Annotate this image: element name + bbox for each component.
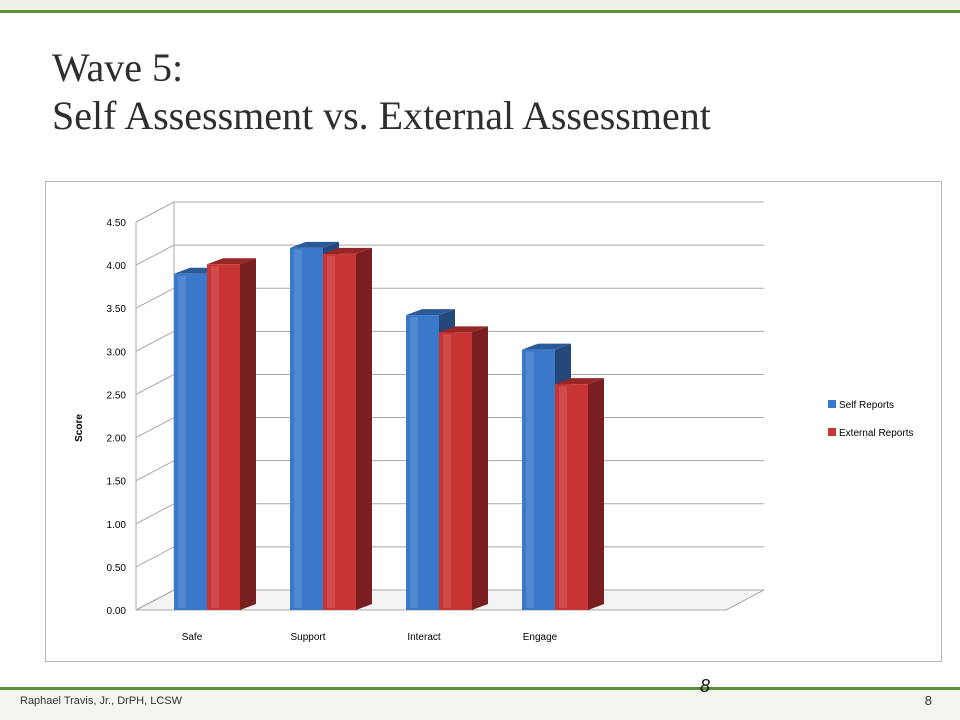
- y-tick-label: 2.00: [107, 434, 127, 445]
- chart-legend: Self Reports External Reports: [828, 400, 913, 439]
- x-tick-labels: Safe Support Interact Engage: [182, 632, 558, 643]
- bar-external-engage: [555, 378, 604, 610]
- legend-swatch: [828, 428, 836, 436]
- gridline-side: [135, 201, 175, 223]
- y-tick-label: 2.50: [107, 390, 127, 401]
- bar-chart: 0.00 0.50 1.00 1.50 2.00 2.50 3.00 3.50 4.00 4.50…: [74, 201, 913, 643]
- y-tick-label: 1.50: [107, 477, 127, 488]
- y-tick-labels: 0.00 0.50 1.00 1.50 2.00 2.50 3.00 3.50 4.00 4.50: [107, 218, 127, 617]
- slide-title-line-1: Wave 5:: [52, 45, 184, 90]
- y-tick-label: 4.50: [107, 218, 127, 229]
- bottom-band: [0, 690, 960, 720]
- gridline-side: [135, 503, 175, 525]
- gridline-side: [135, 330, 175, 352]
- top-accent-rule: [0, 10, 960, 13]
- gridline-side: [135, 374, 175, 395]
- y-tick-label: 0.50: [107, 563, 127, 574]
- y-tick-label: 3.00: [107, 347, 127, 358]
- y-tick-label: 1.00: [107, 520, 127, 531]
- x-tick-label: Engage: [523, 632, 558, 643]
- gridline-side: [135, 417, 175, 438]
- top-band: [0, 0, 960, 10]
- gridline-side: [135, 460, 175, 482]
- bar-external-support: [323, 247, 372, 610]
- slide-title: Wave 5: Self Assessment vs. External Ass…: [52, 44, 932, 140]
- floating-page-number: 8: [700, 676, 711, 696]
- legend-swatch: [828, 400, 836, 408]
- legend-label: External Reports: [839, 428, 913, 439]
- chart-bars: [174, 241, 604, 610]
- legend-label: Self Reports: [839, 400, 894, 411]
- footer-author: Raphael Travis, Jr., DrPH, LCSW: [20, 695, 182, 707]
- x-tick-label: Safe: [182, 632, 203, 643]
- gridline-side: [135, 546, 175, 568]
- footer-page-number: 8: [924, 693, 932, 708]
- x-tick-label: Support: [290, 632, 325, 643]
- gridline-side: [135, 589, 175, 611]
- gridline-side: [135, 287, 175, 309]
- bottom-accent-rule: [0, 687, 960, 690]
- gridline-side: [135, 244, 175, 266]
- chart-frame: 0.00 0.50 1.00 1.50 2.00 2.50 3.00 3.50 4.00 4.50…: [45, 181, 942, 662]
- bar-external-safe: [207, 258, 256, 610]
- y-tick-label: 0.00: [107, 606, 127, 617]
- y-tick-label: 4.00: [107, 261, 127, 272]
- x-tick-label: Interact: [407, 632, 441, 643]
- bar-external-interact: [439, 326, 488, 610]
- y-axis-label: Score: [74, 414, 85, 442]
- y-tick-label: 3.50: [107, 304, 127, 315]
- slide-title-line-2: Self Assessment vs. External Assessment: [52, 93, 711, 138]
